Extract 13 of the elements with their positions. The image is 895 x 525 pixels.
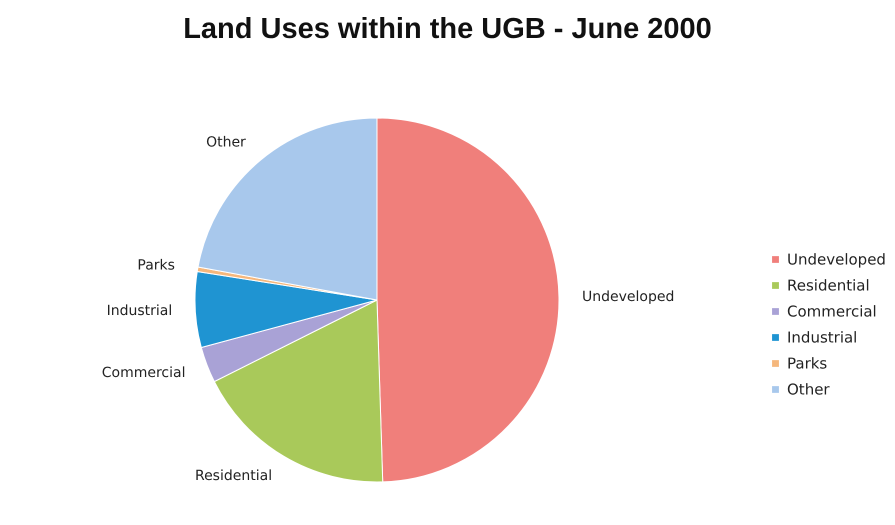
slice-label: Undeveloped — [582, 288, 674, 305]
slice-label: Parks — [137, 257, 175, 274]
legend-label: Commercial — [787, 302, 877, 320]
slice-label: Commercial — [102, 365, 186, 382]
slice-label: Residential — [194, 468, 272, 484]
slice-label: Other — [206, 134, 246, 150]
legend-label: Undeveloped — [787, 250, 886, 268]
chart-title: Land Uses within the UGB - June 2000 — [183, 13, 712, 45]
legend-label: Parks — [787, 354, 828, 372]
legend-label: Other — [787, 380, 830, 398]
slice-label: Industrial — [106, 302, 172, 319]
legend-label: Industrial — [787, 328, 858, 346]
legend-label: Residential — [787, 276, 870, 294]
